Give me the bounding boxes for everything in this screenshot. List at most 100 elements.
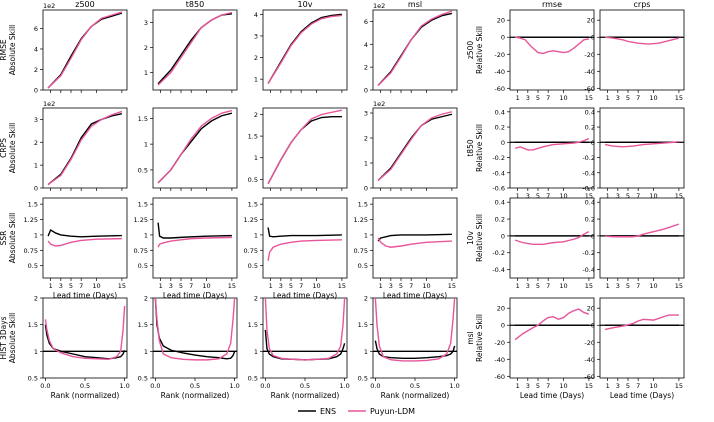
x-tick-label: 1: [159, 282, 163, 290]
y-axis-label: Relative Skill: [475, 214, 484, 262]
x-tick-label: 1: [606, 94, 610, 102]
x-tick-label: 0.0: [260, 382, 270, 390]
x-tick-label: 3: [616, 382, 620, 390]
y-tick-label: 0.75: [24, 247, 38, 255]
y-axis-label: msl: [466, 331, 475, 344]
axes-frame: [372, 197, 458, 279]
series-line-puyun-ldm: [377, 10, 453, 86]
y-tick-label: 0: [34, 185, 38, 193]
x-tick-label: 1: [606, 192, 610, 200]
panel-rel-t850-crps: -0.6 -0.4 -0.2 0 0.2 0.4 1 3 5 7 10 15: [582, 107, 685, 200]
x-axis-label: Lead time (Days): [383, 291, 447, 300]
x-tick-label: 1: [269, 282, 273, 290]
y-tick-label: 1: [144, 348, 148, 356]
x-tick-label: 10: [92, 282, 100, 290]
panel-rmse-z500: 0 2 4 6 1e2 z500 RMSE Absolute Skill: [0, 0, 128, 95]
y-tick-label: 3: [34, 116, 38, 124]
x-tick-label: 1: [516, 282, 520, 290]
axes-frame: [262, 197, 348, 279]
y-tick-label: -0.2: [582, 154, 595, 162]
x-tick-label: 5: [536, 94, 540, 102]
y-tick-label: 0.5: [248, 262, 258, 270]
y-tick-label: 1: [254, 76, 258, 84]
x-tick-label: 1: [606, 282, 610, 290]
y-tick-label: 0.4: [585, 199, 595, 207]
series-line-puyun-ldm: [514, 231, 590, 246]
y-axis-label: Absolute Skill: [8, 123, 17, 174]
y-tick-label: -0.6: [582, 185, 595, 193]
panel-rel-z500-crps: -60 -40 -20 0 20 1 3 5 7 10 15 crps: [584, 0, 685, 102]
series-line-ens: [377, 233, 452, 242]
x-tick-label: 1: [516, 192, 520, 200]
y-tick-label: 4: [364, 41, 368, 49]
y-tick-label: 1.5: [138, 201, 148, 209]
y-tick-label: 0: [501, 34, 505, 42]
series-line-puyun-ldm: [157, 109, 233, 184]
x-axis-label: Rank (normalized): [271, 391, 340, 400]
legend-puyun-ldm-label: Puyun-LDM: [370, 407, 415, 416]
y-tick-label: 0.5: [248, 375, 258, 383]
y-tick-label: 0.2: [585, 124, 595, 132]
x-tick-label: 5: [626, 94, 630, 102]
y-tick-label: -60: [494, 373, 505, 381]
series-line-puyun-ldm: [267, 239, 342, 261]
y-axis-label: z500: [466, 41, 475, 59]
y-tick-label: 0.5: [28, 262, 38, 270]
y-tick-label: -0.2: [492, 249, 505, 257]
x-tick-label: 3: [526, 94, 530, 102]
y-tick-label: 3: [364, 110, 368, 118]
y-scale-label: 1e2: [43, 2, 55, 10]
x-tick-label: 1.0: [339, 382, 349, 390]
series-line-puyun-ldm: [264, 297, 346, 361]
y-tick-label: 1.5: [358, 201, 368, 209]
x-axis-label: Lead time (Days): [163, 291, 227, 300]
x-tick-label: 0.0: [150, 382, 160, 390]
y-axis-label: Relative Skill: [475, 26, 484, 74]
panel-crps-z500: 0 1 2 3 1e2 CRPS Absolute Skill: [0, 100, 128, 193]
y-scale-label: 1e2: [43, 100, 55, 108]
y-tick-label: 0.5: [358, 262, 368, 270]
x-tick-label: 3: [59, 282, 63, 290]
panel-rmse-t850: 1 2 3 t850: [144, 0, 238, 93]
x-tick-label: 1.0: [119, 382, 129, 390]
x-tick-label: 0.5: [190, 382, 200, 390]
x-tick-label: 1: [516, 382, 520, 390]
panel-title: z500: [75, 0, 94, 9]
y-scale-label: 1e2: [373, 100, 385, 108]
x-tick-label: 7: [636, 382, 640, 390]
y-tick-label: 1.25: [354, 216, 368, 224]
x-tick-label: 0.5: [80, 382, 90, 390]
series-line-ens: [267, 227, 342, 238]
x-tick-label: 7: [79, 282, 83, 290]
x-tick-label: 0.0: [370, 382, 380, 390]
x-tick-label: 0.5: [410, 382, 420, 390]
y-tick-label: 1.5: [248, 133, 258, 141]
x-tick-label: 7: [546, 192, 550, 200]
x-tick-label: 5: [179, 282, 183, 290]
y-tick-label: 0.5: [28, 375, 38, 383]
x-tick-label: 15: [585, 192, 593, 200]
y-tick-label: 1: [364, 231, 368, 239]
x-tick-label: 5: [536, 192, 540, 200]
x-axis-label: Lead time (Days): [273, 291, 337, 300]
y-tick-label: -0.4: [582, 169, 595, 177]
axes-frame: [262, 297, 348, 379]
y-tick-label: 20: [497, 17, 505, 25]
x-tick-label: 10: [559, 192, 567, 200]
y-tick-label: -0.4: [492, 266, 505, 274]
series-line-puyun-ldm: [377, 237, 452, 248]
y-tick-label: 1: [144, 69, 148, 77]
y-tick-label: 0.2: [495, 216, 505, 224]
y-tick-label: 0.75: [354, 247, 368, 255]
x-axis-label: Rank (normalized): [51, 391, 120, 400]
y-tick-label: 0.5: [138, 166, 148, 174]
y-tick-label: 4: [34, 45, 38, 53]
axes-frame: [509, 297, 595, 379]
panel-title: rmse: [542, 0, 562, 9]
panel-title: t850: [186, 0, 204, 9]
y-tick-label: 0: [501, 232, 505, 240]
